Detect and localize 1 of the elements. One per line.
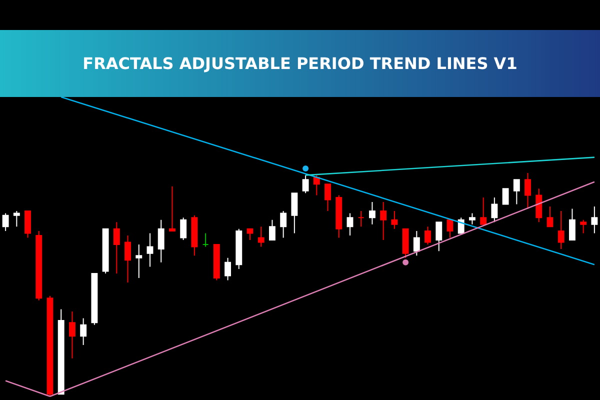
- chart-title: FRACTALS ADJUSTABLE PERIOD TREND LINES V1: [0, 30, 600, 97]
